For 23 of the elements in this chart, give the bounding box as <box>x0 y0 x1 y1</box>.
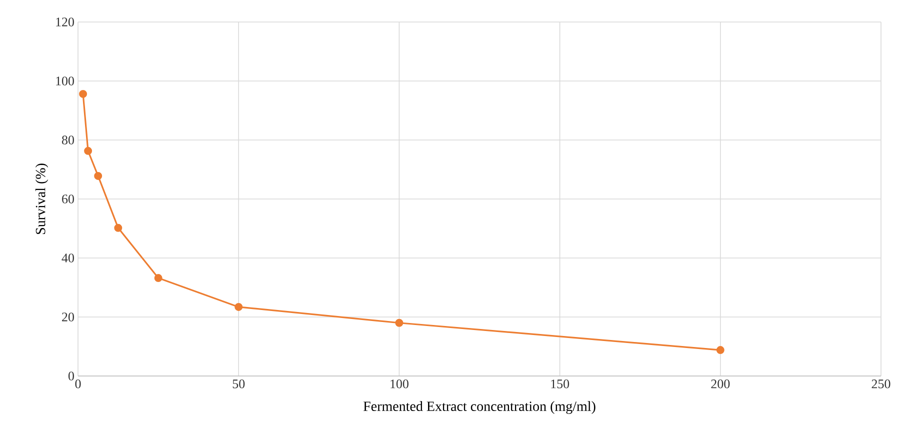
y-tick-label: 20 <box>62 312 74 322</box>
y-tick-label: 80 <box>62 136 74 144</box>
y-tick-label: 100 <box>56 76 74 86</box>
y-tick-label: 0 <box>68 372 74 380</box>
x-axis-title: Fermented Extract concentration (mg/ml) <box>363 401 596 414</box>
point <box>94 172 102 180</box>
x-tick-label: 50 <box>232 380 245 388</box>
y-tick-label: 120 <box>56 18 74 26</box>
point <box>84 146 92 155</box>
point <box>234 302 243 311</box>
point <box>154 274 162 282</box>
x-tick-label: 200 <box>711 380 730 388</box>
point <box>395 318 404 327</box>
x-tick-label: 100 <box>390 380 408 388</box>
x-tick-label: 0 <box>75 380 81 388</box>
point <box>114 224 122 232</box>
y-tick-label: 60 <box>62 194 74 204</box>
point <box>716 346 724 354</box>
point <box>79 90 88 98</box>
x-tick-label: 250 <box>872 380 890 388</box>
x-tick-label: 150 <box>551 380 570 388</box>
y-tick-label: 40 <box>62 254 74 262</box>
y-axis-title: Survival (%) <box>35 164 48 234</box>
